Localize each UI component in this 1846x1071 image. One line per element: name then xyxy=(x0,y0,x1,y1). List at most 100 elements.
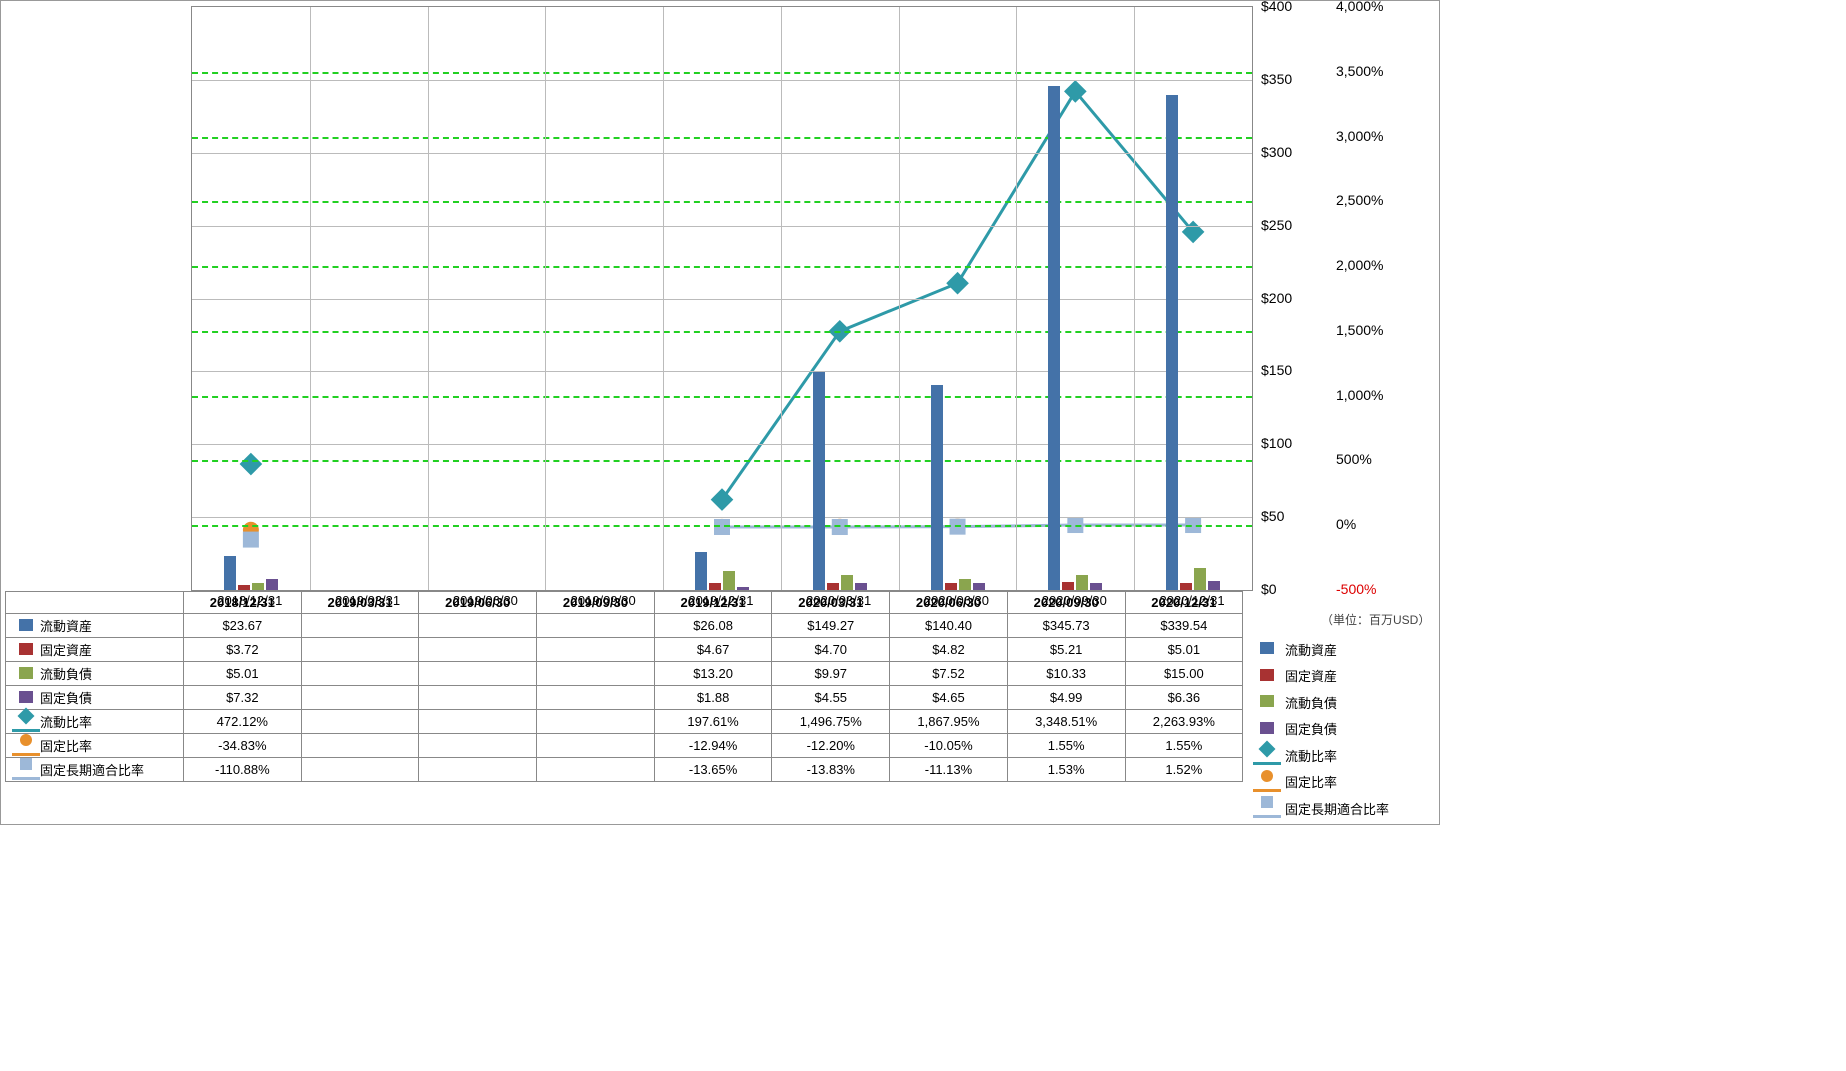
table-cell xyxy=(419,758,537,782)
legend-item: 固定負債 xyxy=(1253,716,1389,743)
table-cell: $6.36 xyxy=(1125,686,1243,710)
primary-y-tick: $0 xyxy=(1261,581,1277,597)
table-cell xyxy=(419,710,537,734)
table-col-header: 2020/06/30 xyxy=(890,592,1008,614)
secondary-y-axis: -500%0%500%1,000%1,500%2,000%2,500%3,000… xyxy=(1336,1,1416,601)
primary-y-tick: $50 xyxy=(1261,508,1284,524)
table-cell xyxy=(537,686,655,710)
series-label: 固定負債 xyxy=(40,691,92,706)
series-label: 流動資産 xyxy=(40,619,92,634)
series-label: 固定長期適合比率 xyxy=(40,763,144,778)
table-cell xyxy=(301,686,419,710)
table-cell xyxy=(301,614,419,638)
bar-fixedAssets xyxy=(238,585,250,590)
legend-label: 固定負債 xyxy=(1285,719,1337,738)
primary-y-axis: $0$50$100$150$200$250$300$350$400 xyxy=(1261,1,1321,601)
bar-currAssets xyxy=(813,372,825,590)
secondary-y-tick: 1,500% xyxy=(1336,322,1383,338)
table-cell: $339.54 xyxy=(1125,614,1243,638)
primary-gridline xyxy=(192,517,1252,518)
secondary-gridline xyxy=(192,396,1252,398)
table-cell xyxy=(301,662,419,686)
table-cell: -12.20% xyxy=(772,734,890,758)
bar-currAssets xyxy=(931,385,943,590)
bar-fixedLiab xyxy=(1208,581,1220,590)
table-cell: $26.08 xyxy=(654,614,772,638)
table-cell: $9.97 xyxy=(772,662,890,686)
table-cell: 1.55% xyxy=(1125,734,1243,758)
series-label: 固定資産 xyxy=(40,643,92,658)
legend-symbol xyxy=(12,739,40,753)
table-cell: 3,348.51% xyxy=(1007,710,1125,734)
secondary-gridline xyxy=(192,266,1252,268)
secondary-gridline xyxy=(192,201,1252,203)
table-cell: -34.83% xyxy=(184,734,302,758)
table-row: 流動負債$5.01$13.20$9.97$7.52$10.33$15.00 xyxy=(6,662,1243,686)
primary-y-tick: $400 xyxy=(1261,0,1292,14)
table-cell: $5.01 xyxy=(184,662,302,686)
series-label: 流動比率 xyxy=(40,715,92,730)
table-cell: $140.40 xyxy=(890,614,1008,638)
table-cell: $4.55 xyxy=(772,686,890,710)
secondary-y-tick: 500% xyxy=(1336,451,1372,467)
plot-area xyxy=(191,6,1253,591)
table-cell: $4.65 xyxy=(890,686,1008,710)
unit-label: （単位：百万USD） xyxy=(1321,611,1430,628)
table-cell: $10.33 xyxy=(1007,662,1125,686)
secondary-y-tick: 4,000% xyxy=(1336,0,1383,14)
table-cell: $149.27 xyxy=(772,614,890,638)
legend-label: 固定比率 xyxy=(1285,772,1337,791)
table-row: 流動資産$23.67$26.08$149.27$140.40$345.73$33… xyxy=(6,614,1243,638)
secondary-y-tick: 3,000% xyxy=(1336,128,1383,144)
table-cell: 1.53% xyxy=(1007,758,1125,782)
bar-currLiab xyxy=(723,571,735,590)
table-row: 固定負債$7.32$1.88$4.55$4.65$4.99$6.36 xyxy=(6,686,1243,710)
table-col-header: 2018/12/31 xyxy=(184,592,302,614)
legend-symbol xyxy=(1253,775,1281,789)
bar-fixedAssets xyxy=(827,583,839,590)
secondary-gridline xyxy=(192,525,1252,527)
table-cell xyxy=(419,686,537,710)
legend-symbol xyxy=(1253,722,1281,736)
category-separator xyxy=(663,7,664,590)
table-cell: 1,867.95% xyxy=(890,710,1008,734)
table-cell: $4.82 xyxy=(890,638,1008,662)
row-header: 流動負債 xyxy=(6,662,184,686)
legend-symbol xyxy=(1253,695,1281,709)
table-cell: -12.94% xyxy=(654,734,772,758)
primary-y-tick: $300 xyxy=(1261,144,1292,160)
marker-currRatio xyxy=(946,272,969,295)
bar-fixedAssets xyxy=(945,583,957,590)
primary-gridline xyxy=(192,80,1252,81)
table-col-header: 2019/03/31 xyxy=(301,592,419,614)
data-table: 2018/12/312019/03/312019/06/302019/09/30… xyxy=(5,591,1243,782)
marker-currRatio xyxy=(711,488,734,511)
secondary-gridline xyxy=(192,460,1252,462)
primary-y-tick: $250 xyxy=(1261,217,1292,233)
row-header: 固定長期適合比率 xyxy=(6,758,184,782)
bar-currAssets xyxy=(1166,95,1178,590)
table-row: 流動比率472.12%197.61%1,496.75%1,867.95%3,34… xyxy=(6,710,1243,734)
table-cell: -13.83% xyxy=(772,758,890,782)
legend-label: 固定資産 xyxy=(1285,666,1337,685)
table-col-header: 2020/09/30 xyxy=(1007,592,1125,614)
legend-symbol xyxy=(12,667,40,681)
secondary-y-tick: 1,000% xyxy=(1336,387,1383,403)
table-cell xyxy=(419,638,537,662)
category-separator xyxy=(545,7,546,590)
category-separator xyxy=(1134,7,1135,590)
marker-ltFitRatio xyxy=(243,532,259,548)
legend-symbol xyxy=(12,691,40,705)
primary-y-tick: $100 xyxy=(1261,435,1292,451)
secondary-y-tick: 2,000% xyxy=(1336,257,1383,273)
table-cell xyxy=(537,662,655,686)
primary-gridline xyxy=(192,444,1252,445)
table-col-header: 2020/12/31 xyxy=(1125,592,1243,614)
bar-fixedLiab xyxy=(855,583,867,590)
table-cell xyxy=(301,638,419,662)
table-cell: -13.65% xyxy=(654,758,772,782)
legend-symbol xyxy=(12,763,40,777)
legend-label: 流動資産 xyxy=(1285,640,1337,659)
bar-currAssets xyxy=(695,552,707,590)
table-cell: -10.05% xyxy=(890,734,1008,758)
